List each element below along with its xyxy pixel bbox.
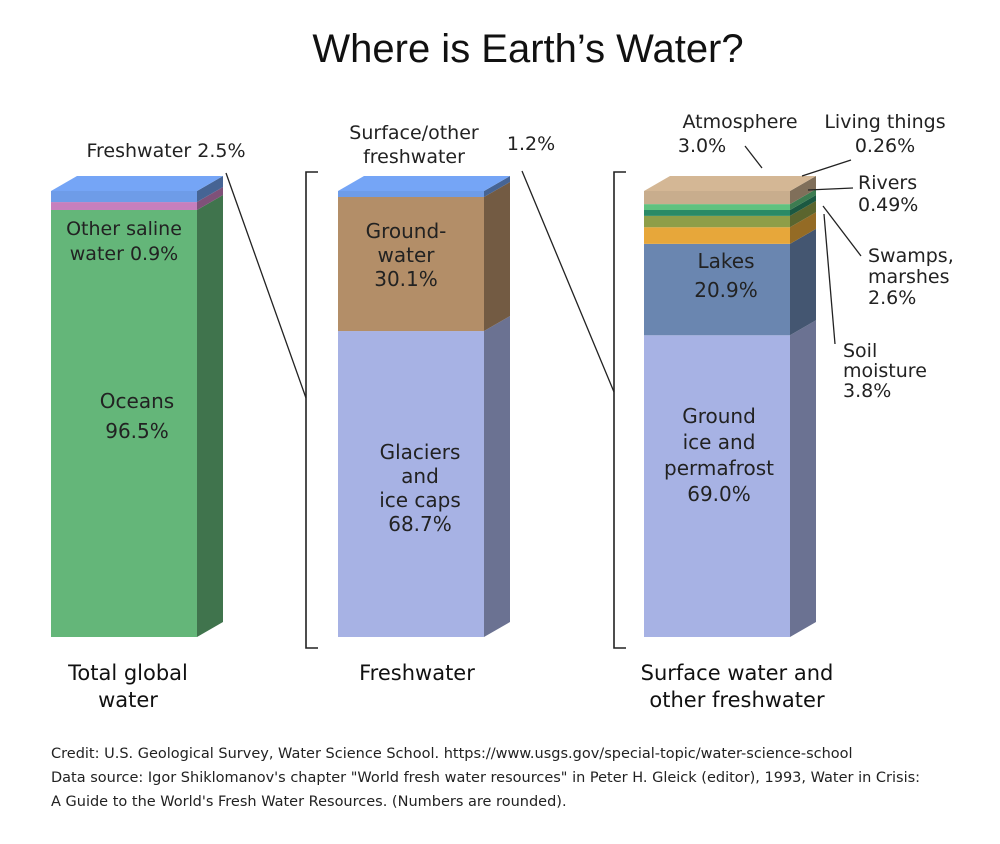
bar-1-oceans-side bbox=[197, 194, 223, 637]
connector-surface bbox=[521, 170, 615, 393]
label-soil-moisture-2: moisture bbox=[843, 360, 927, 382]
bar-3-ground-ice-and-permafrost-side bbox=[790, 320, 816, 637]
leader-atmosphere bbox=[744, 145, 763, 169]
bar-2-ground-water-side bbox=[484, 181, 510, 332]
label-swamps-marshes-3: 2.6% bbox=[868, 287, 916, 309]
category-label-3-1: Surface water and bbox=[641, 661, 834, 685]
bar-2-surface-other-freshwater-side bbox=[484, 176, 510, 197]
label-rivers-2: 0.49% bbox=[858, 194, 918, 216]
bar-3-lakes-side bbox=[790, 228, 816, 336]
label-other-saline-water-1: Other saline bbox=[66, 218, 182, 240]
bar-3-swamps-marshes-side bbox=[790, 200, 816, 228]
label-ground-ice-and-permafrost-4: 69.0% bbox=[687, 482, 751, 506]
chart-title: Where is Earth’s Water? bbox=[312, 27, 743, 71]
bar-3-swamps-marshes-front bbox=[644, 215, 790, 228]
bar-3-living-things-side bbox=[790, 189, 816, 211]
bar-2-ground-water-front bbox=[338, 196, 484, 332]
leader-living bbox=[801, 159, 852, 177]
bar-3-atmosphere-top bbox=[644, 176, 816, 191]
label-ground-ice-and-permafrost-1: Ground bbox=[682, 404, 756, 428]
label-living-things-2: 0.26% bbox=[855, 135, 915, 157]
bar-3-rivers-front bbox=[644, 210, 790, 216]
label-soil-moisture-3: 3.8% bbox=[843, 380, 891, 402]
label-ground-ice-and-permafrost-3: permafrost bbox=[664, 456, 774, 480]
bar-2-glaciers-and-ice-caps-front bbox=[338, 331, 484, 637]
bar-1-other-saline-water-front bbox=[51, 202, 197, 210]
category-label-1-1: Total global bbox=[67, 661, 188, 685]
leader-rivers bbox=[807, 187, 854, 191]
labels-layer: Oceans 96.5% Other saline water 0.9% Freshwa… bbox=[66, 111, 954, 712]
category-label-2-1: Freshwater bbox=[359, 661, 475, 685]
label-glaciers-and-ice-caps-2: and bbox=[401, 464, 439, 488]
bar-3-atmosphere-front bbox=[644, 191, 790, 205]
label-atmosphere-2: 3.0% bbox=[678, 135, 726, 157]
label-atmosphere-1: Atmosphere bbox=[682, 111, 797, 133]
label-lakes-1: Lakes bbox=[698, 249, 755, 273]
bracket-surface-water bbox=[613, 171, 626, 649]
bar-1-other-saline-water-side bbox=[197, 187, 223, 210]
label-ground-ice-and-permafrost-2: ice and bbox=[683, 430, 756, 454]
bar-3-soil-moisture-front bbox=[644, 227, 790, 244]
connector-freshwater bbox=[225, 172, 307, 399]
label-lakes-2: 20.9% bbox=[694, 278, 758, 302]
label-glaciers-and-ice-caps-3: ice caps bbox=[379, 488, 461, 512]
bar-3-lakes-front bbox=[644, 243, 790, 336]
bar-1-freshwater-side bbox=[197, 176, 223, 203]
label-glaciers-and-ice-caps-4: 68.7% bbox=[388, 512, 452, 536]
label-ground-water-1: Ground- bbox=[366, 219, 447, 243]
credit-line-3: A Guide to the World's Fresh Water Resou… bbox=[51, 794, 567, 810]
category-label-3-2: other freshwater bbox=[649, 688, 825, 712]
bar-3-living-things-front bbox=[644, 204, 790, 211]
leader-soil bbox=[823, 213, 836, 345]
leader-swamps bbox=[822, 205, 862, 257]
label-ground-water-2: water bbox=[378, 243, 436, 267]
label-soil-moisture-1: Soil bbox=[843, 340, 877, 362]
bar-2-surface-other-freshwater-top bbox=[338, 176, 510, 191]
label-glaciers-and-ice-caps-1: Glaciers bbox=[380, 440, 461, 464]
credit-line-1: Credit: U.S. Geological Survey, Water Sc… bbox=[51, 746, 853, 762]
bar-2-surface-other-freshwater-front bbox=[338, 191, 484, 197]
label-surface-other-freshwater-3: 1.2% bbox=[507, 133, 555, 155]
label-ground-water-3: 30.1% bbox=[374, 267, 438, 291]
label-rivers-1: Rivers bbox=[858, 172, 917, 194]
bar-1-freshwater-top bbox=[51, 176, 223, 191]
bar-1-oceans-front bbox=[51, 209, 197, 637]
bracket-freshwater bbox=[305, 171, 318, 649]
bar-3-ground-ice-and-permafrost-front bbox=[644, 335, 790, 637]
category-label-1-2: water bbox=[98, 688, 158, 712]
label-oceans-1: Oceans bbox=[100, 389, 174, 413]
label-other-saline-water-2: water 0.9% bbox=[70, 243, 178, 265]
label-oceans-2: 96.5% bbox=[105, 419, 169, 443]
label-freshwater-1: Freshwater 2.5% bbox=[86, 140, 245, 162]
label-living-things-1: Living things bbox=[824, 111, 945, 133]
label-swamps-marshes-2: marshes bbox=[868, 266, 950, 288]
label-surface-other-freshwater-1: Surface/other bbox=[349, 122, 479, 144]
label-swamps-marshes-1: Swamps, bbox=[868, 245, 954, 267]
label-surface-other-freshwater-2: freshwater bbox=[363, 146, 465, 168]
bars-layer bbox=[51, 176, 816, 637]
bar-2-glaciers-and-ice-caps-side bbox=[484, 316, 510, 637]
bar-3-atmosphere-side bbox=[790, 176, 816, 205]
bar-3-soil-moisture-side bbox=[790, 212, 816, 244]
bar-3-rivers-side bbox=[790, 195, 816, 216]
bar-1-freshwater-front bbox=[51, 191, 197, 203]
credit-line-2: Data source: Igor Shiklomanov's chapter … bbox=[51, 770, 920, 786]
